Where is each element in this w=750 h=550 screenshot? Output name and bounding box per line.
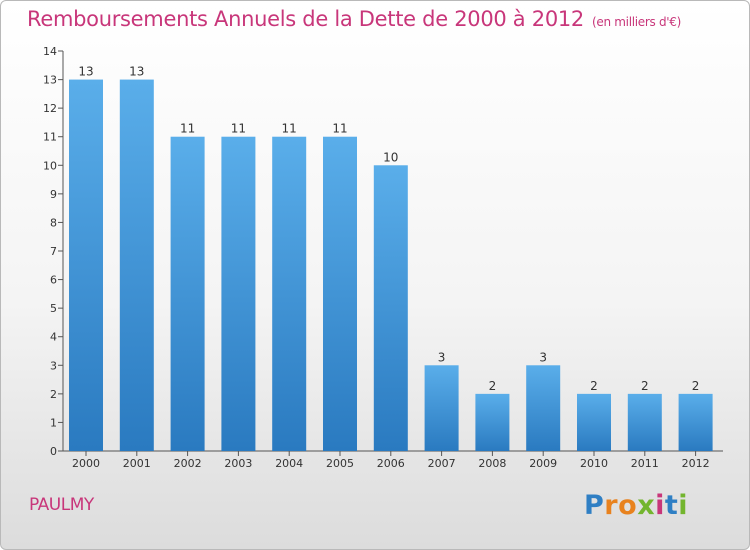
bar [475, 393, 510, 451]
data-label: 13 [129, 65, 144, 79]
x-tick-label: 2001 [123, 457, 151, 470]
logo-letter: x [637, 490, 656, 521]
y-tick-label: 6 [50, 274, 57, 287]
x-tick-label: 2008 [478, 457, 506, 470]
y-tick-label: 5 [50, 302, 57, 315]
y-tick-label: 7 [50, 245, 57, 258]
x-tick-label: 2005 [326, 457, 354, 470]
bar [373, 165, 408, 452]
x-tick-label: 2007 [428, 457, 456, 470]
x-tick-label: 2002 [174, 457, 202, 470]
y-tick-label: 3 [50, 359, 57, 372]
data-label: 3 [539, 350, 547, 364]
bar [221, 136, 256, 451]
bar [577, 393, 611, 451]
x-tick-label: 2011 [631, 457, 659, 470]
y-tick-label: 9 [50, 188, 57, 201]
bar [424, 365, 459, 451]
logo-letter: o [618, 490, 638, 521]
chart-unit: (en milliers d'€) [592, 15, 682, 29]
logo-letter: i [655, 490, 665, 521]
y-tick-label: 14 [43, 45, 57, 58]
y-tick-label: 8 [50, 216, 57, 229]
logo-letter: t [664, 490, 679, 521]
data-label: 11 [180, 122, 195, 136]
y-tick-label: 10 [43, 159, 57, 172]
data-label: 13 [78, 65, 93, 79]
x-tick-label: 2000 [72, 457, 100, 470]
data-label: 11 [282, 122, 297, 136]
y-tick-label: 4 [50, 331, 57, 344]
proxiti-logo: Proxiti [584, 490, 688, 521]
y-tick-label: 1 [50, 416, 57, 429]
bar [627, 393, 662, 451]
y-tick-label: 11 [43, 131, 57, 144]
place-name: PAULMY [29, 495, 94, 515]
x-tick-label: 2004 [275, 457, 303, 470]
data-label: 2 [489, 379, 497, 393]
x-tick-label: 2012 [682, 457, 710, 470]
data-label: 3 [438, 350, 446, 364]
bar [170, 136, 205, 451]
x-tick-label: 2010 [580, 457, 608, 470]
logo-letter: r [604, 490, 619, 521]
data-label: 2 [590, 379, 598, 393]
data-label: 11 [332, 122, 347, 136]
data-label: 11 [231, 122, 246, 136]
bar [678, 393, 713, 451]
bar [323, 136, 357, 451]
y-tick-label: 2 [50, 388, 57, 401]
y-tick-label: 12 [43, 102, 57, 115]
bar [526, 365, 561, 451]
data-label: 10 [383, 150, 398, 164]
bar [272, 136, 307, 451]
logo-letter: i [678, 490, 689, 521]
data-label: 2 [641, 379, 649, 393]
x-tick-label: 2009 [529, 457, 557, 470]
y-tick-label: 13 [43, 74, 57, 87]
logo-letter: P [584, 490, 605, 521]
data-label: 2 [692, 379, 700, 393]
bar [69, 79, 103, 452]
chart-title-text: Remboursements Annuels de la Dette de 20… [27, 7, 584, 31]
y-tick-label: 0 [50, 445, 57, 458]
x-tick-label: 2003 [224, 457, 252, 470]
bar [119, 79, 154, 452]
x-tick-label: 2006 [377, 457, 405, 470]
chart-title: Remboursements Annuels de la Dette de 20… [27, 7, 681, 31]
